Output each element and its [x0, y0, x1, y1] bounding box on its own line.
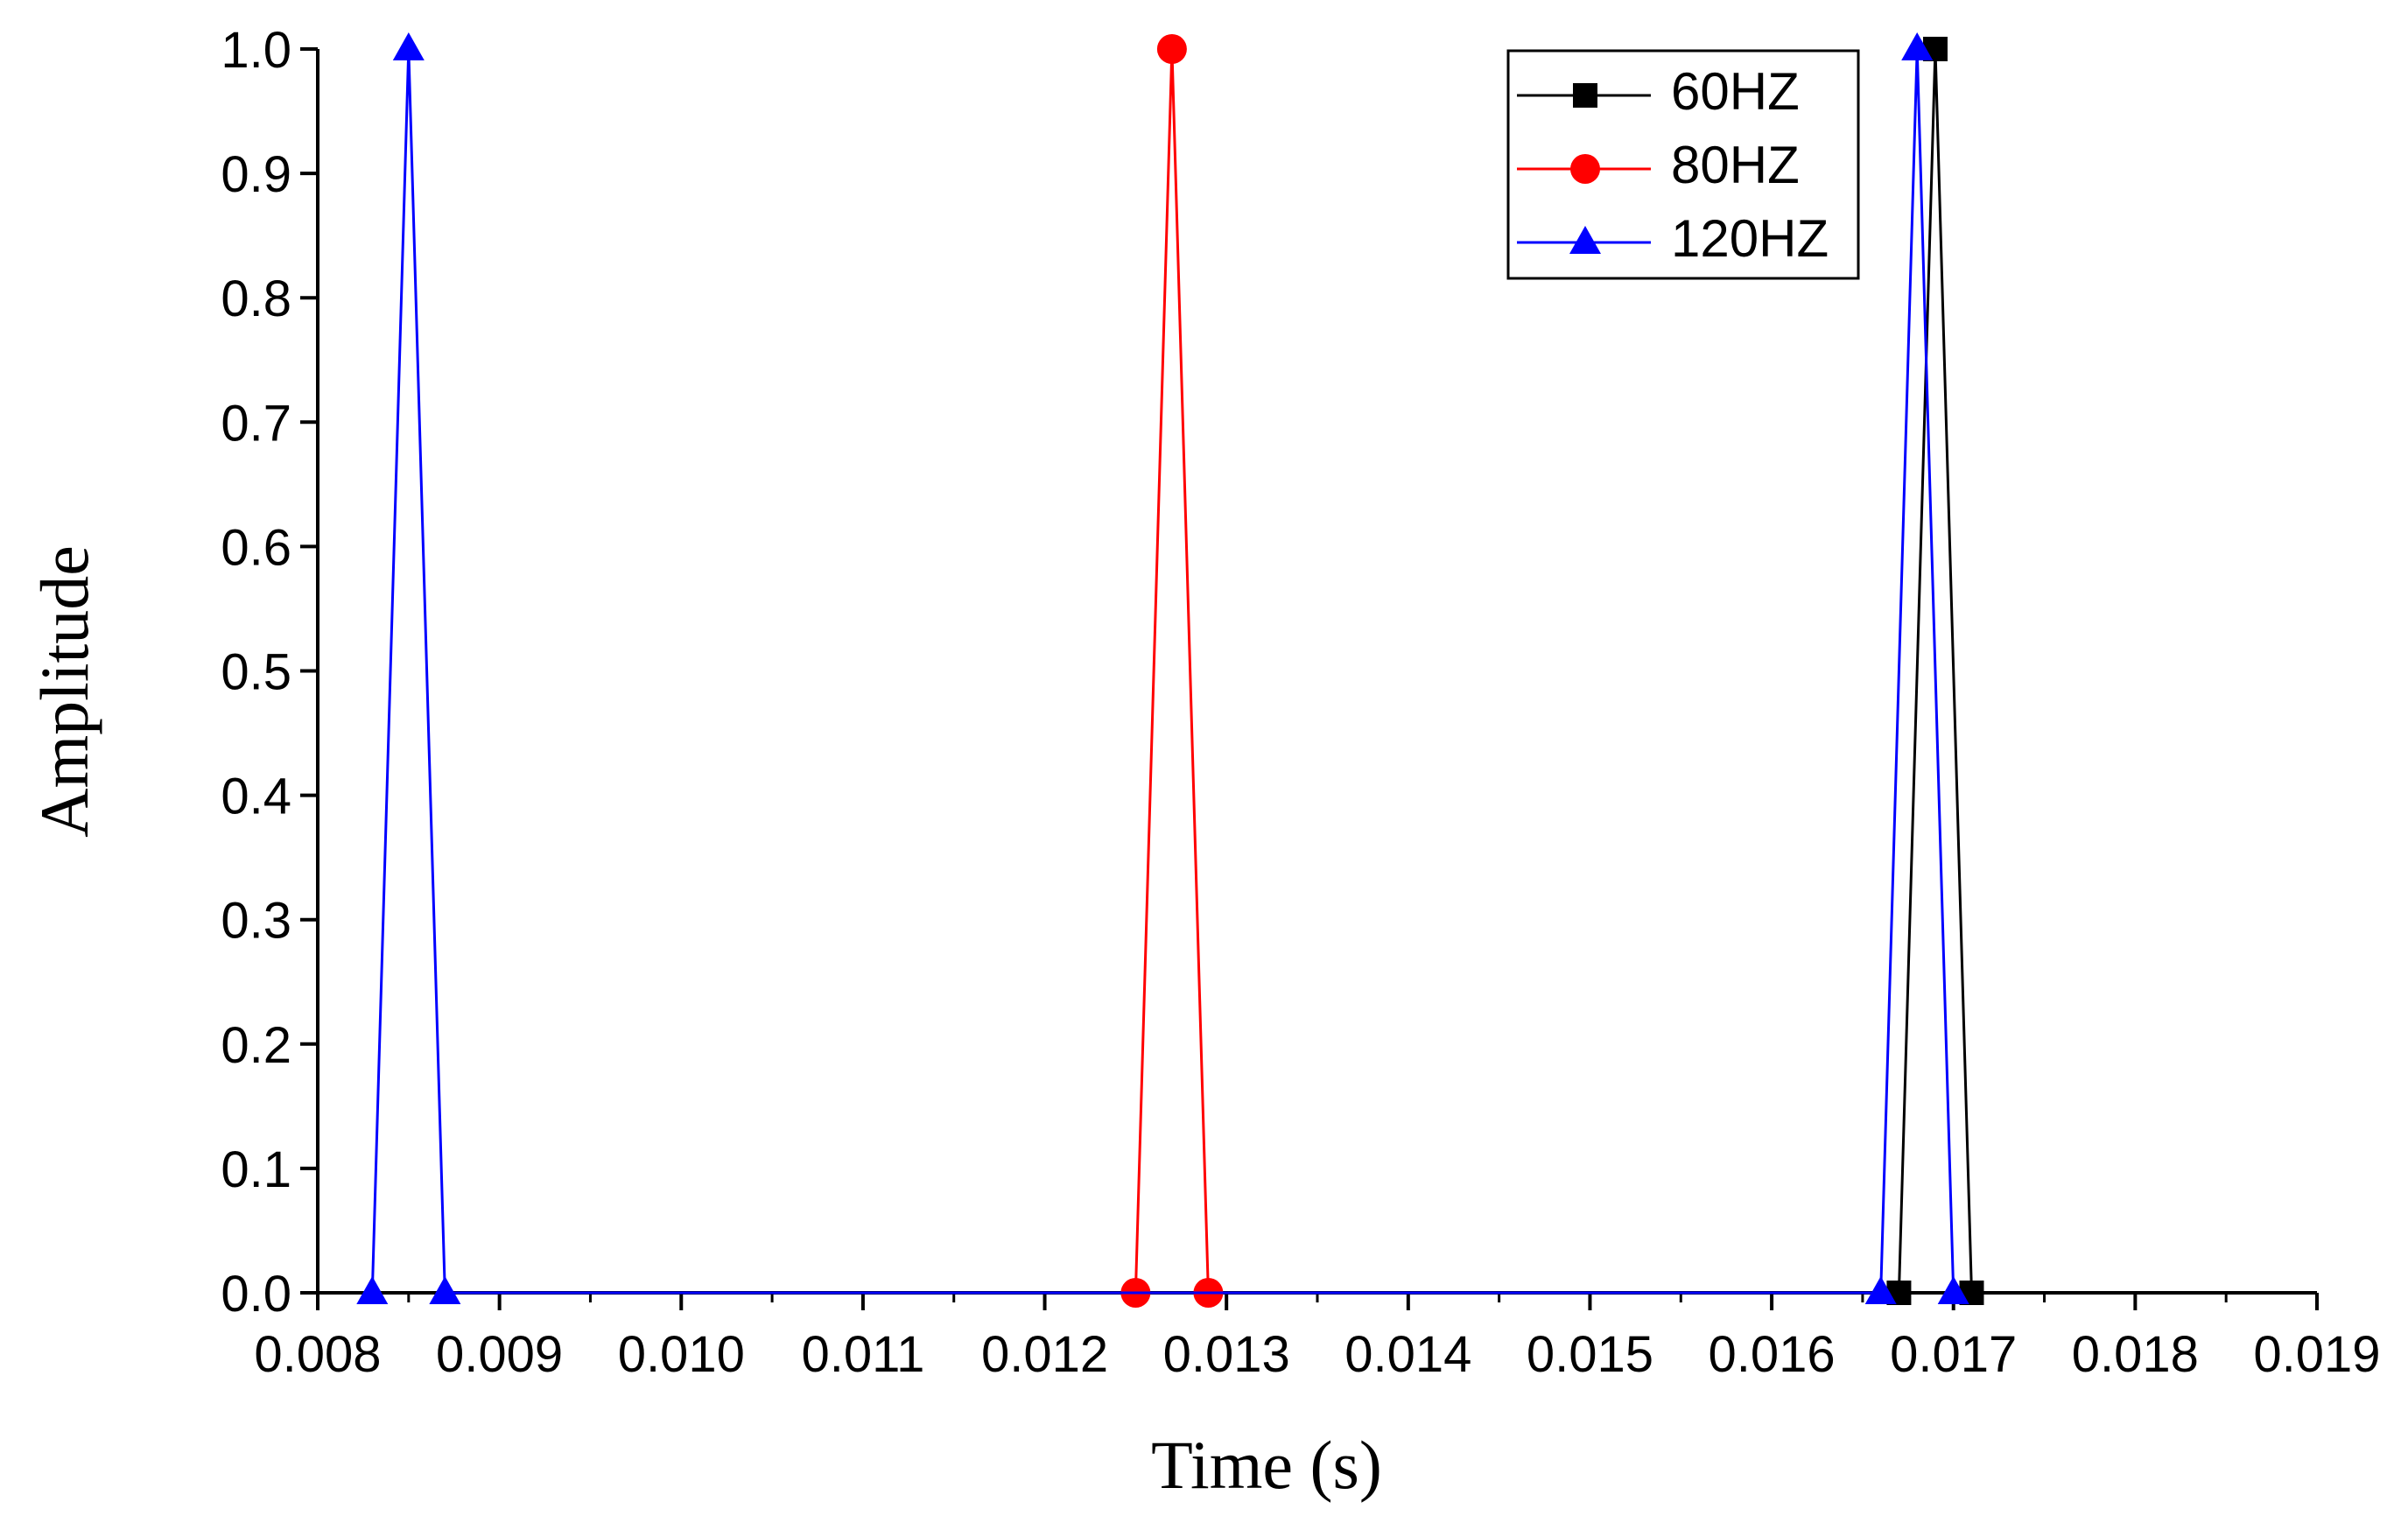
y-tick-label: 0.2: [221, 1017, 291, 1074]
marker: [1156, 34, 1187, 64]
y-tick-label: 0.1: [221, 1141, 291, 1198]
y-axis-title: Amplitude: [26, 545, 102, 838]
series-line: [1134, 48, 1210, 1294]
legend-box: [1506, 49, 1860, 280]
marker: [392, 32, 425, 60]
x-tick-label: 0.009: [436, 1326, 563, 1383]
y-tick-label: 0.5: [221, 644, 291, 701]
legend: 60HZ 80HZ 120HZ: [1506, 49, 1860, 280]
y-tick-label: 0.9: [221, 146, 291, 203]
marker: [356, 1276, 389, 1304]
y-tick-label: 0.0: [221, 1266, 291, 1323]
legend-label: 60HZ: [1671, 62, 1800, 121]
marker: [429, 1276, 461, 1304]
y-tick-label: 0.8: [221, 270, 291, 327]
marker: [1864, 1276, 1897, 1304]
y-tick-label: 0.3: [221, 893, 291, 950]
y-tick-label: 0.7: [221, 395, 291, 452]
y-tick-label: 0.4: [221, 769, 291, 825]
marker: [1901, 32, 1934, 60]
x-tick-label: 0.014: [1344, 1326, 1471, 1383]
x-tick-label: 0.017: [1890, 1326, 2017, 1383]
marker: [1573, 83, 1597, 108]
x-tick-label: 0.010: [618, 1326, 745, 1383]
x-tick-label: 0.016: [1709, 1326, 1836, 1383]
x-tick-label: 0.012: [981, 1326, 1108, 1383]
x-tick-label: 0.018: [2072, 1326, 2199, 1383]
marker: [1569, 226, 1601, 254]
y-tick-label: 0.6: [221, 519, 291, 576]
marker: [1570, 154, 1600, 184]
series-line: [370, 48, 1955, 1295]
x-tick-label: 0.015: [1527, 1326, 1653, 1383]
marker: [1937, 1276, 1969, 1304]
x-tick-label: 0.011: [801, 1326, 924, 1383]
x-tick-label: 0.008: [254, 1326, 381, 1383]
legend-label: 80HZ: [1671, 136, 1800, 194]
legend-label: 120HZ: [1671, 209, 1829, 268]
x-tick-label: 0.019: [2253, 1326, 2380, 1383]
x-tick-label: 0.013: [1163, 1326, 1290, 1383]
y-tick-label: 1.0: [221, 22, 291, 79]
x-axis-title: Time (s): [1151, 1427, 1382, 1503]
